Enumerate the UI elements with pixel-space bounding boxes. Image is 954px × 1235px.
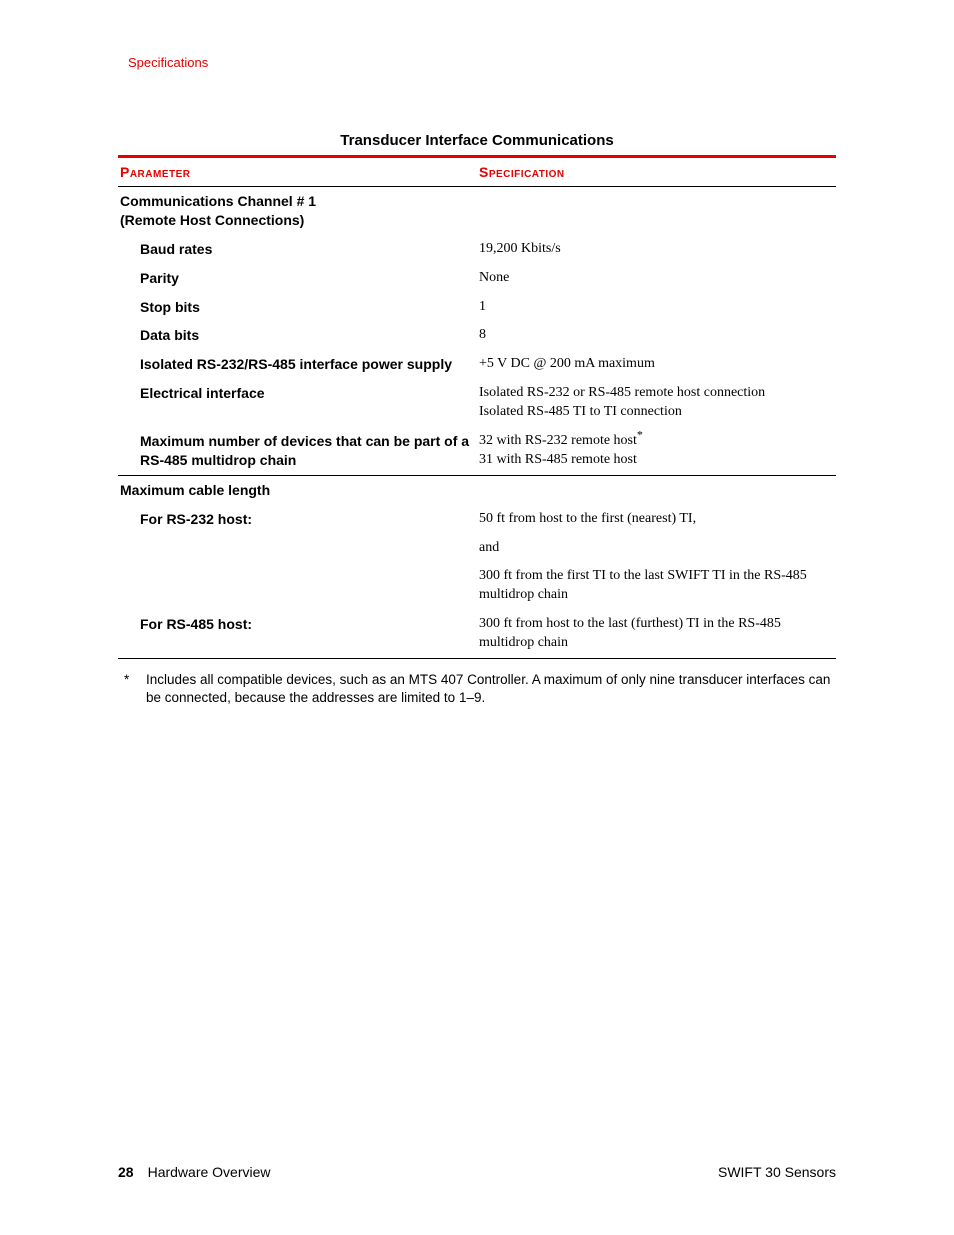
param-stop: Stop bits: [118, 293, 477, 322]
cell-empty: [477, 475, 836, 504]
value-parity: None: [477, 264, 836, 293]
table-row: For RS-232 host: 50 ft from host to the …: [118, 505, 836, 611]
chapter-name: Hardware Overview: [148, 1164, 271, 1180]
param-rs232: For RS-232 host:: [118, 505, 477, 611]
param-maxdev: Maximum number of devices that can be pa…: [118, 427, 477, 475]
param-baud: Baud rates: [118, 235, 477, 264]
spec-table: Parameter Specification Communications C…: [118, 155, 836, 659]
footer-left: 28 Hardware Overview: [118, 1164, 271, 1180]
group1-heading-line1: Communications Channel # 1: [120, 192, 473, 211]
page: Specifications Transducer Interface Comm…: [0, 0, 954, 1235]
value-psu: +5 V DC @ 200 mA maximum: [477, 350, 836, 379]
table-header-row: Parameter Specification: [118, 157, 836, 187]
param-iface: Electrical interface: [118, 379, 477, 427]
table-title: Transducer Interface Communications: [118, 132, 836, 149]
value-iface: Isolated RS-232 or RS-485 remote host co…: [477, 379, 836, 427]
param-psu: Isolated RS-232/RS-485 interface power s…: [118, 350, 477, 379]
value-baud: 19,200 Kbits/s: [477, 235, 836, 264]
footnote: * Includes all compatible devices, such …: [118, 671, 836, 707]
value-stop: 1: [477, 293, 836, 322]
value-maxdev: 32 with RS-232 remote host* 31 with RS-4…: [477, 427, 836, 475]
param-rs485: For RS-485 host:: [118, 610, 477, 658]
table-row: Communications Channel # 1 (Remote Host …: [118, 187, 836, 235]
page-number: 28: [118, 1164, 134, 1180]
footnote-text: Includes all compatible devices, such as…: [146, 671, 836, 707]
value-data: 8: [477, 321, 836, 350]
param-data: Data bits: [118, 321, 477, 350]
param-parity: Parity: [118, 264, 477, 293]
cell-empty: [477, 187, 836, 235]
col-header-specification: Specification: [477, 157, 836, 187]
asterisk-icon: *: [637, 427, 643, 441]
value-rs232-line3: 300 ft from the first TI to the last SWI…: [479, 567, 832, 605]
group1-heading-line2: (Remote Host Connections): [120, 211, 473, 230]
value-rs232-line1: 50 ft from host to the first (nearest) T…: [479, 510, 832, 529]
table-row: Baud rates 19,200 Kbits/s: [118, 235, 836, 264]
page-footer: 28 Hardware Overview SWIFT 30 Sensors: [118, 1164, 836, 1180]
group2-heading: Maximum cable length: [118, 475, 477, 504]
table-row: Data bits 8: [118, 321, 836, 350]
value-maxdev-line1-text: 32 with RS-232 remote host: [479, 433, 637, 448]
col-header-parameter: Parameter: [118, 157, 477, 187]
value-maxdev-line1: 32 with RS-232 remote host*: [479, 432, 832, 451]
table-row: Maximum cable length: [118, 475, 836, 504]
table-row: Maximum number of devices that can be pa…: [118, 427, 836, 475]
value-rs485: 300 ft from host to the last (furthest) …: [477, 610, 836, 658]
footnote-marker: *: [124, 671, 146, 707]
table-row: Isolated RS-232/RS-485 interface power s…: [118, 350, 836, 379]
value-iface-line2: Isolated RS-485 TI to TI connection: [479, 403, 832, 422]
value-rs232: 50 ft from host to the first (nearest) T…: [477, 505, 836, 611]
footer-right: SWIFT 30 Sensors: [718, 1164, 836, 1180]
table-row: Parity None: [118, 264, 836, 293]
value-maxdev-line2: 31 with RS-485 remote host: [479, 451, 832, 470]
table-row: Electrical interface Isolated RS-232 or …: [118, 379, 836, 427]
value-rs232-line2: and: [479, 539, 832, 558]
header-section-link[interactable]: Specifications: [128, 55, 836, 70]
table-row: Stop bits 1: [118, 293, 836, 322]
table-row: For RS-485 host: 300 ft from host to the…: [118, 610, 836, 658]
value-iface-line1: Isolated RS-232 or RS-485 remote host co…: [479, 384, 832, 403]
group1-heading: Communications Channel # 1 (Remote Host …: [118, 187, 477, 235]
